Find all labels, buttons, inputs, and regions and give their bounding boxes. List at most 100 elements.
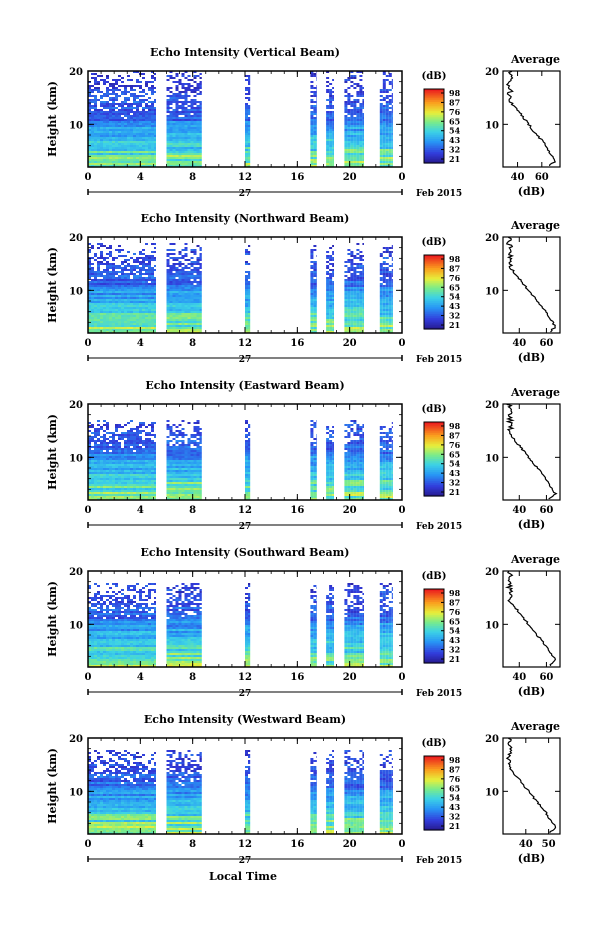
colorbar-band bbox=[424, 135, 444, 138]
colorbar-tick-label: 98 bbox=[449, 421, 461, 431]
colorbar-tick-label: 43 bbox=[449, 635, 461, 645]
data-segment bbox=[379, 750, 393, 834]
date-label: Feb 2015 bbox=[416, 856, 462, 866]
colorbar-band bbox=[424, 815, 444, 818]
colorbar-band bbox=[424, 473, 444, 477]
colorbar-band bbox=[424, 644, 444, 647]
colorbar-band bbox=[424, 120, 444, 123]
colorbar-band bbox=[424, 429, 444, 432]
profile-title: Average bbox=[510, 720, 560, 733]
profile-line bbox=[505, 403, 558, 500]
profile-frame bbox=[502, 737, 561, 835]
colorbar-band bbox=[424, 767, 444, 770]
colorbar-tick-label: 54 bbox=[449, 793, 461, 803]
colorbar-tick-label: 43 bbox=[449, 301, 461, 311]
y-axis-label: Height (km) bbox=[46, 414, 59, 490]
panel-5: Echo Intensity (Westward Beam)0 4 8 12 16 20 0… bbox=[46, 713, 561, 866]
data-segment bbox=[379, 583, 393, 667]
colorbar-band bbox=[424, 783, 444, 787]
colorbar-band bbox=[424, 785, 444, 789]
y-tick-label: 20 bbox=[69, 734, 83, 745]
colorbar-band bbox=[424, 813, 444, 816]
data-segment bbox=[326, 245, 334, 333]
profile-x-tick-label: 40 bbox=[512, 338, 526, 349]
x-tick-label: 0 bbox=[85, 839, 92, 850]
data-segment bbox=[166, 71, 202, 167]
date-axis: 27 Feb 2015 bbox=[87, 856, 462, 866]
colorbar-band bbox=[424, 640, 444, 644]
colorbar-band bbox=[424, 479, 444, 482]
colorbar-band bbox=[424, 303, 444, 306]
colorbar-band bbox=[424, 100, 444, 103]
colorbar-band bbox=[424, 436, 444, 440]
colorbar-band bbox=[424, 118, 444, 122]
colorbar-label: (dB) bbox=[422, 404, 447, 415]
colorbar-band bbox=[424, 442, 444, 445]
data-segment bbox=[166, 243, 202, 333]
data-segment bbox=[310, 585, 317, 667]
colorbar-tick-label: 76 bbox=[449, 607, 461, 617]
colorbar-band bbox=[424, 89, 444, 92]
colorbar-band bbox=[424, 761, 444, 764]
profile-title: Average bbox=[510, 553, 560, 566]
date-label: Feb 2015 bbox=[416, 689, 462, 699]
colorbar-band bbox=[424, 824, 444, 827]
colorbar-band bbox=[424, 648, 444, 651]
x-tick-label: 8 bbox=[189, 172, 196, 183]
colorbar-band bbox=[424, 791, 444, 794]
date-label: Feb 2015 bbox=[416, 189, 462, 199]
profile-y-tick-label: 20 bbox=[485, 233, 499, 244]
x-tick-label: 0 bbox=[399, 172, 406, 183]
colorbar-tick-label: 32 bbox=[449, 145, 460, 155]
profile-y-tick-label: 10 bbox=[485, 120, 499, 131]
colorbar-band bbox=[424, 475, 444, 479]
colorbar-band bbox=[424, 129, 444, 133]
colorbar-band bbox=[424, 434, 444, 438]
colorbar-band bbox=[424, 613, 444, 616]
profile-y-tick-label: 20 bbox=[485, 67, 499, 78]
colorbar-band bbox=[424, 301, 444, 304]
colorbar-tick-label: 43 bbox=[449, 802, 461, 812]
colorbar-band bbox=[424, 425, 444, 429]
colorbar-band bbox=[424, 826, 444, 829]
colorbar-band bbox=[424, 304, 444, 308]
colorbar-band bbox=[424, 113, 444, 116]
colorbar-band bbox=[424, 592, 444, 596]
x-tick-label: 20 bbox=[343, 672, 357, 683]
data-segment bbox=[245, 420, 251, 500]
average-profile: Average 40 60 20 10 (dB) bbox=[485, 386, 561, 531]
colorbar-band bbox=[424, 297, 444, 300]
colorbar-band bbox=[424, 811, 444, 814]
colorbar-band bbox=[424, 161, 444, 164]
colorbar-tick-label: 54 bbox=[449, 626, 461, 636]
data-segment bbox=[245, 583, 251, 667]
colorbar-band bbox=[424, 607, 444, 610]
data-segment bbox=[166, 583, 202, 667]
heatmap-cells bbox=[88, 583, 393, 667]
colorbar-band bbox=[424, 295, 444, 299]
colorbar-band bbox=[424, 642, 444, 646]
colorbar-frame bbox=[423, 588, 445, 664]
colorbar-band bbox=[424, 312, 444, 315]
x-tick-label: 16 bbox=[290, 839, 304, 850]
colorbar-tick-label: 32 bbox=[449, 478, 460, 488]
colorbar-band bbox=[424, 756, 444, 759]
colorbar-tick-label: 54 bbox=[449, 292, 461, 302]
panel-title: Echo Intensity (Southward Beam) bbox=[141, 546, 350, 559]
colorbar-band bbox=[424, 462, 444, 466]
colorbar-tick-label: 54 bbox=[449, 126, 461, 136]
colorbar-band bbox=[424, 637, 444, 640]
colorbar-band bbox=[424, 471, 444, 475]
data-segment bbox=[245, 245, 251, 333]
colorbar-band bbox=[424, 293, 444, 297]
colorbar-band bbox=[424, 589, 444, 592]
colorbar-band bbox=[424, 598, 444, 601]
date-label: Feb 2015 bbox=[416, 355, 462, 365]
colorbar-band bbox=[424, 325, 444, 328]
x-tick-label: 16 bbox=[290, 338, 304, 349]
data-segment bbox=[379, 422, 393, 500]
x-tick-label: 0 bbox=[85, 672, 92, 683]
colorbar-frame bbox=[423, 755, 445, 831]
colorbar-band bbox=[424, 616, 444, 620]
